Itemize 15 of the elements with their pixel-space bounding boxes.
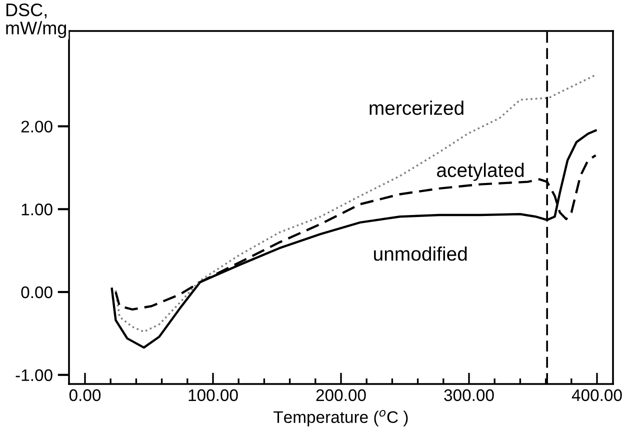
series-label: acetylated xyxy=(437,162,524,181)
line-series xyxy=(114,74,597,333)
y-tick-label: 1.00 xyxy=(22,204,52,216)
x-tick-label: 0.00 xyxy=(69,389,101,402)
y-tick-label: 2.00 xyxy=(21,120,52,132)
x-tick-label: 200.00 xyxy=(316,389,366,402)
y-tick-label: 0.00 xyxy=(21,286,52,298)
x-tick-label: 300.00 xyxy=(444,389,494,402)
y-tick-label: -1.00 xyxy=(16,369,52,382)
x-tick-label: 400.00 xyxy=(572,389,622,402)
series-label: mercerized xyxy=(370,100,464,115)
x-axis-title: Temperature ($^{o}$C ) xyxy=(274,410,408,426)
series-label: unmodified xyxy=(374,246,467,261)
x-tick-label: 100.00 xyxy=(188,389,238,402)
y-axis-title: DSC, mW/mg xyxy=(6,3,66,38)
